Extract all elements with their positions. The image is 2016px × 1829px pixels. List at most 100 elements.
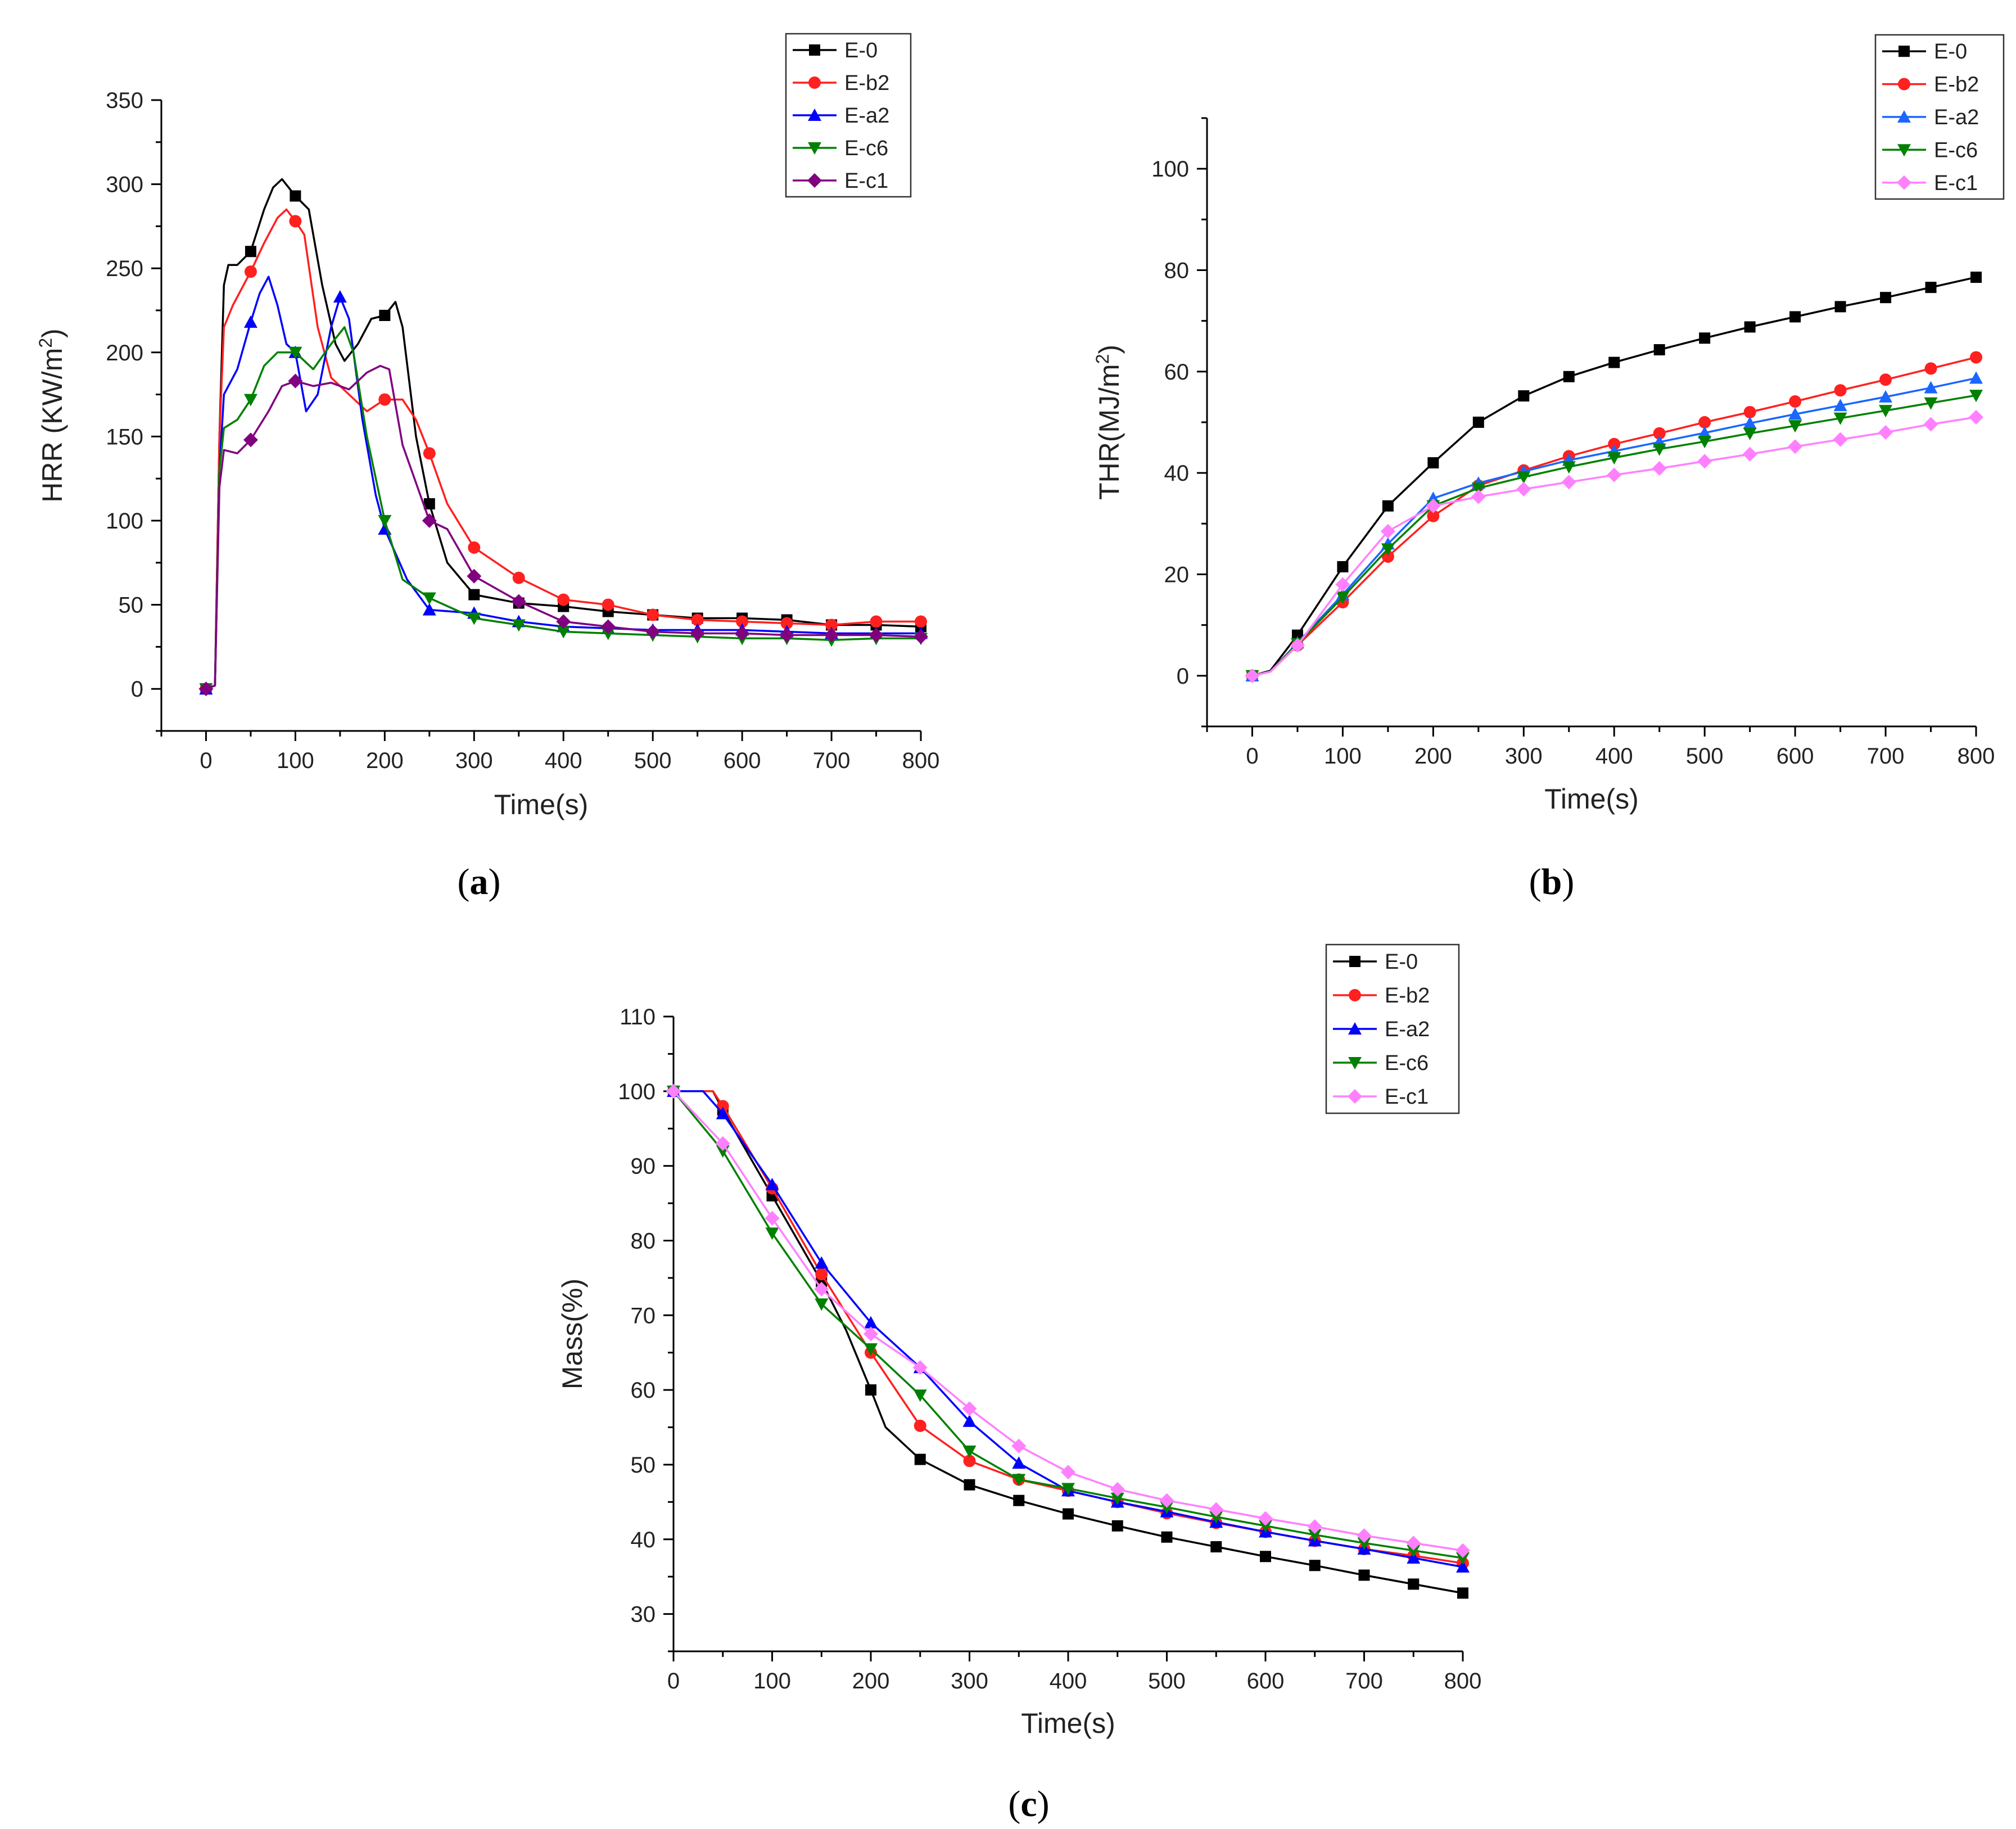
data-point — [1788, 407, 1802, 420]
caption-open: ( — [1008, 1783, 1020, 1825]
legend-marker — [808, 109, 821, 121]
data-point — [1969, 371, 1983, 384]
y-axis-label-text: Mass(%) — [557, 1279, 588, 1389]
legend-label: E-b2 — [1385, 984, 1430, 1008]
data-point — [962, 1446, 977, 1458]
y-tick-label: 70 — [631, 1303, 656, 1328]
data-point — [1923, 417, 1938, 432]
y-tick-label: 60 — [1164, 360, 1190, 385]
y-tick-label: 250 — [106, 256, 143, 281]
series-e-c1 — [1245, 409, 1983, 683]
x-tick-label: 0 — [667, 1669, 680, 1693]
data-point — [1427, 509, 1440, 522]
data-point — [1013, 1494, 1025, 1506]
series-e-a2 — [1245, 371, 1983, 681]
legend-marker — [1897, 110, 1911, 123]
figure-caption: (a) — [458, 861, 501, 902]
x-tick-label: 600 — [1247, 1669, 1285, 1693]
x-tick-label: 100 — [277, 748, 314, 773]
data-point — [1159, 1493, 1174, 1508]
x-tick-label: 800 — [902, 748, 940, 773]
x-tick-label: 700 — [1345, 1669, 1383, 1693]
series-e-0 — [1246, 272, 1982, 681]
legend-label: E-0 — [1385, 950, 1418, 974]
legend: E-0 E-b2 E-a2 E-c6 E-c1 — [1874, 34, 2005, 200]
data-point — [1427, 457, 1439, 469]
data-point — [1742, 446, 1757, 462]
x-axis-label: Time(s) — [1544, 783, 1639, 815]
y-tick-label: 200 — [106, 341, 143, 365]
legend-marker — [807, 173, 822, 188]
data-point — [914, 629, 928, 644]
data-point — [557, 626, 571, 639]
data-point — [1517, 471, 1531, 484]
data-point — [468, 589, 480, 600]
series-e-0 — [668, 1085, 1468, 1599]
data-point — [243, 432, 258, 448]
data-point — [1969, 390, 1983, 403]
y-tick-label: 100 — [618, 1080, 656, 1104]
series-e-b2 — [1246, 351, 1982, 682]
x-tick-label: 200 — [852, 1669, 890, 1693]
data-point — [1518, 390, 1530, 402]
y-axis-label: THR(MJ/m2) — [1092, 345, 1125, 500]
data-point — [962, 1401, 977, 1416]
y-tick-label: 150 — [106, 424, 143, 449]
legend-marker — [1348, 1057, 1362, 1069]
data-point — [1336, 591, 1350, 604]
y-tick-label: 100 — [106, 509, 143, 534]
caption-open: ( — [1529, 861, 1542, 902]
data-point — [690, 626, 705, 641]
legend: E-0 E-b2 E-a2 E-c6 E-c1 — [1325, 943, 1460, 1114]
data-point — [288, 346, 302, 359]
chart-b-thr: 0 100 200 300 400 500 600 700 800 0 20 40 60 80 100 Tim… — [1092, 34, 2005, 902]
x-tick-label: 800 — [1958, 744, 1995, 769]
data-point — [864, 1326, 878, 1342]
legend-marker — [808, 76, 821, 89]
legend-label: E-b2 — [844, 71, 889, 95]
data-point — [1834, 301, 1846, 313]
data-point — [1969, 409, 1983, 424]
data-point — [1743, 405, 1756, 418]
data-point — [1307, 1519, 1322, 1534]
x-tick-label: 400 — [545, 748, 582, 773]
data-point — [735, 626, 750, 641]
legend-marker — [1897, 144, 1911, 157]
legend-label: E-c6 — [844, 137, 888, 160]
data-point — [243, 315, 257, 328]
data-point — [1516, 482, 1531, 497]
data-point — [914, 1453, 926, 1465]
x-tick-label: 500 — [634, 748, 672, 773]
x-tick-label: 700 — [813, 748, 851, 773]
x-tick-label: 300 — [1505, 744, 1543, 769]
y-axis-label-text: HRR (KW/m — [37, 348, 68, 503]
chart-c-mass: 0 100 200 300 400 500 600 700 800 30 40 50 60 70 80 90 1… — [557, 943, 1481, 1825]
data-point — [666, 1083, 681, 1099]
data-point — [964, 1479, 975, 1491]
data-point — [602, 598, 614, 611]
data-point — [870, 615, 883, 628]
data-point — [1061, 1483, 1075, 1496]
y-tick-label: 0 — [131, 677, 143, 702]
y-tick-label: 40 — [631, 1528, 656, 1552]
data-point — [422, 603, 436, 616]
caption-letter: a — [470, 861, 489, 902]
data-point — [1382, 500, 1394, 512]
y-tick-label: 30 — [631, 1602, 656, 1627]
data-point — [1789, 311, 1801, 323]
x-tick-label: 400 — [1050, 1669, 1087, 1693]
y-tick-label: 0 — [1177, 664, 1189, 689]
legend-marker — [1349, 956, 1360, 967]
y-tick-label: 20 — [1164, 563, 1190, 588]
data-point — [1924, 381, 1938, 394]
legend-marker — [1897, 175, 1911, 190]
data-point — [468, 541, 481, 554]
data-point — [1788, 439, 1803, 454]
data-point — [423, 447, 436, 460]
data-point — [1011, 1438, 1027, 1453]
data-point — [1309, 1560, 1321, 1571]
data-point — [1337, 561, 1349, 572]
y-tick-label: 50 — [119, 593, 144, 618]
data-point — [1833, 432, 1848, 447]
data-point — [1653, 344, 1665, 356]
